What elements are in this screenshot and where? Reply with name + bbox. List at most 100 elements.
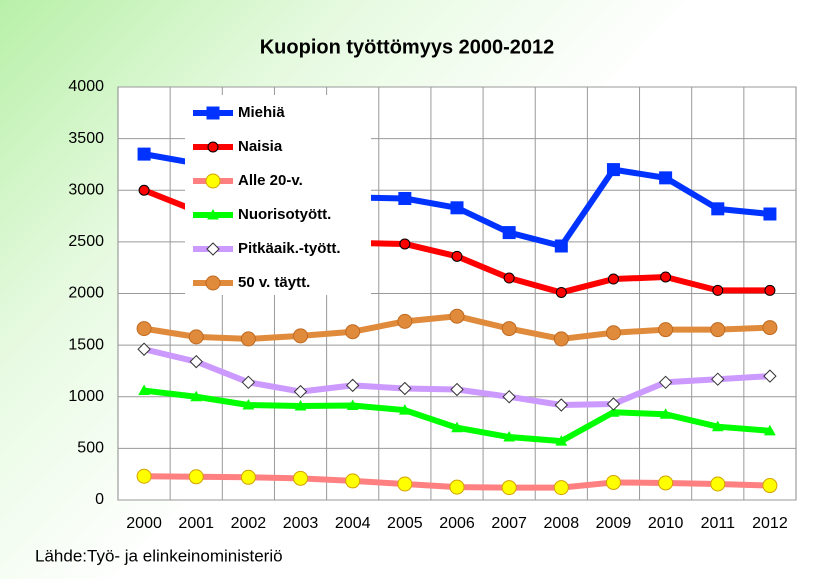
x-tick-label: 2012	[752, 515, 788, 532]
marker	[240, 469, 256, 485]
y-tick-label: 2000	[68, 285, 104, 302]
marker	[137, 342, 151, 356]
marker	[397, 313, 413, 329]
legend-label: Miehiä	[238, 104, 285, 121]
y-tick-label: 1500	[68, 336, 104, 353]
legend-label: Alle 20-v.	[238, 172, 303, 189]
marker	[136, 321, 152, 337]
marker	[555, 435, 568, 446]
y-tick-label: 4000	[68, 78, 104, 95]
marker	[606, 163, 620, 177]
marker	[345, 324, 361, 340]
marker	[658, 475, 674, 491]
marker	[503, 272, 515, 284]
marker	[138, 384, 150, 396]
x-tick-label: 2001	[178, 515, 214, 532]
marker	[399, 238, 411, 250]
marker	[605, 325, 621, 341]
marker	[658, 375, 673, 390]
x-tick-label: 2008	[544, 515, 580, 532]
marker	[397, 476, 413, 492]
x-tick-label: 2002	[231, 515, 267, 532]
marker	[450, 201, 464, 215]
marker	[207, 208, 219, 220]
marker	[605, 474, 621, 490]
marker	[658, 322, 674, 338]
marker	[553, 480, 569, 496]
source-note: Lähde:Työ- ja elinkeinoministeriö	[35, 546, 283, 565]
legend	[185, 95, 371, 295]
marker	[205, 173, 221, 189]
marker	[711, 372, 725, 386]
marker	[190, 390, 203, 402]
marker	[502, 390, 516, 404]
x-tick-label: 2005	[387, 515, 423, 532]
marker	[710, 476, 726, 492]
marker	[711, 202, 725, 216]
marker	[137, 147, 151, 161]
marker	[451, 421, 463, 433]
legend-label: Pitkäaik.-tyött.	[238, 240, 341, 257]
marker	[501, 321, 517, 337]
marker	[242, 398, 255, 410]
y-tick-label: 500	[77, 440, 104, 457]
legend-label: Naisia	[238, 138, 283, 155]
marker	[503, 430, 516, 442]
marker	[553, 331, 569, 347]
marker	[346, 399, 359, 411]
marker	[606, 397, 621, 411]
x-tick-label: 2003	[283, 515, 319, 532]
marker	[660, 271, 672, 283]
marker	[206, 106, 220, 120]
marker	[555, 286, 567, 298]
marker	[607, 406, 620, 417]
marker	[205, 275, 221, 291]
marker	[502, 226, 516, 240]
marker	[189, 354, 203, 369]
chart-title: Kuopion työttömyys 2000-2012	[260, 36, 555, 58]
marker	[659, 171, 673, 185]
marker	[711, 420, 724, 432]
marker	[554, 239, 568, 253]
marker	[293, 328, 309, 344]
marker	[188, 469, 204, 485]
marker	[763, 369, 777, 383]
marker	[398, 192, 412, 206]
marker	[449, 308, 465, 324]
marker	[136, 468, 152, 484]
x-tick-label: 2007	[491, 515, 527, 532]
y-tick-label: 2500	[68, 233, 104, 250]
x-tick-label: 2004	[335, 515, 371, 532]
marker	[450, 382, 464, 397]
x-tick-label: 2000	[126, 515, 162, 532]
marker	[293, 384, 308, 399]
marker	[240, 331, 256, 347]
legend-label: Nuorisotyött.	[238, 206, 331, 223]
marker	[762, 478, 778, 494]
x-tick-label: 2011	[701, 515, 736, 532]
marker	[501, 480, 517, 496]
marker	[206, 242, 220, 256]
marker	[451, 250, 463, 262]
marker	[659, 408, 672, 419]
marker	[712, 284, 724, 296]
marker	[449, 479, 465, 495]
marker	[554, 398, 569, 412]
marker	[764, 284, 776, 296]
marker	[138, 184, 150, 196]
y-tick-label: 3500	[68, 130, 104, 147]
marker	[607, 273, 619, 285]
x-tick-label: 2009	[596, 515, 632, 532]
marker	[241, 375, 256, 390]
y-tick-label: 0	[95, 491, 104, 508]
marker	[294, 400, 307, 411]
marker	[762, 320, 778, 336]
marker	[207, 141, 219, 153]
marker	[398, 381, 412, 396]
marker	[293, 470, 309, 486]
marker	[398, 404, 411, 415]
marker	[764, 424, 776, 436]
marker	[763, 207, 777, 221]
